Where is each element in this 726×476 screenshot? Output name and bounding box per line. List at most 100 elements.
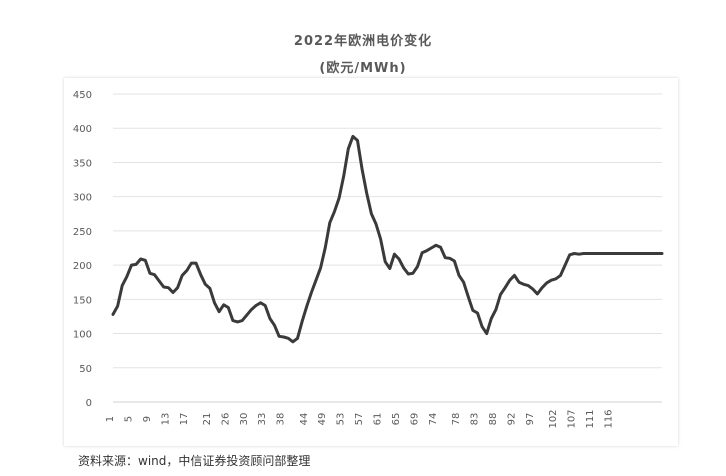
y-tick-label: 350 <box>73 158 92 169</box>
x-tick-label: 1 <box>105 416 116 422</box>
chart-subtitle: (欧元/MWh) <box>319 61 407 76</box>
data-point <box>541 286 543 288</box>
x-tick-label: 57 <box>354 413 365 426</box>
data-point <box>190 262 192 264</box>
data-point <box>296 337 298 339</box>
x-tick-label: 61 <box>373 413 384 426</box>
data-point <box>624 252 626 254</box>
data-point <box>370 213 372 215</box>
data-point <box>513 274 515 276</box>
data-point <box>652 252 654 254</box>
data-point <box>347 148 349 150</box>
data-point <box>582 252 584 254</box>
data-point <box>121 284 123 286</box>
chart-title: 2022年欧洲电价变化 <box>293 34 433 49</box>
data-point <box>527 284 529 286</box>
data-point <box>472 309 474 311</box>
y-tick-label: 150 <box>73 295 92 306</box>
data-point <box>375 223 377 225</box>
data-point <box>596 252 598 254</box>
x-tick-label: 88 <box>488 413 499 426</box>
data-point <box>153 273 155 275</box>
data-point <box>135 263 137 265</box>
data-point <box>485 332 487 334</box>
data-point <box>204 283 206 285</box>
data-point <box>181 274 183 276</box>
data-point <box>213 302 215 304</box>
data-point <box>241 319 243 321</box>
data-point <box>619 252 621 254</box>
data-point <box>638 252 640 254</box>
data-point <box>379 238 381 240</box>
x-tick-label: 17 <box>179 413 190 426</box>
data-point <box>605 252 607 254</box>
data-point <box>522 283 524 285</box>
y-tick-label: 200 <box>73 261 92 272</box>
x-tick-label: 26 <box>220 413 231 426</box>
data-point <box>172 291 174 293</box>
data-point <box>569 254 571 256</box>
data-point <box>536 293 538 295</box>
data-point <box>610 252 612 254</box>
series-line-0 <box>111 134 664 344</box>
data-point <box>555 278 557 280</box>
data-point <box>195 262 197 264</box>
data-point <box>550 279 552 281</box>
data-point <box>342 175 344 177</box>
x-tick-label: 116 <box>603 409 614 428</box>
data-point <box>366 192 368 194</box>
data-point <box>462 281 464 283</box>
x-tick-label: 38 <box>276 413 287 426</box>
line-chart: 0 50 100 150 200 250 300 350 400 450 1 5 9 13 17 21 26 30… <box>73 90 664 429</box>
data-point <box>398 258 400 260</box>
data-point <box>453 260 455 262</box>
data-point <box>490 317 492 319</box>
data-point <box>421 252 423 254</box>
data-point <box>499 293 501 295</box>
data-point <box>209 287 211 289</box>
data-point <box>287 337 289 339</box>
data-point <box>186 269 188 271</box>
data-point <box>282 336 284 338</box>
data-point <box>495 308 497 310</box>
data-point <box>149 272 151 274</box>
x-tick-label: 92 <box>506 413 517 426</box>
data-point <box>559 274 561 276</box>
y-tick-label: 250 <box>73 227 92 238</box>
data-point <box>629 252 631 254</box>
data-point <box>573 252 575 254</box>
x-tick-label: 69 <box>409 413 420 426</box>
x-tick-label: 107 <box>566 409 577 428</box>
data-point <box>661 252 663 254</box>
x-tick-label: 97 <box>525 413 536 426</box>
data-point <box>564 264 566 266</box>
data-point <box>407 273 409 275</box>
data-point <box>444 256 446 258</box>
data-point <box>236 321 238 323</box>
y-tick-label: 100 <box>73 330 92 341</box>
data-point <box>642 252 644 254</box>
data-point <box>647 252 649 254</box>
data-point <box>292 341 294 343</box>
data-point <box>426 250 428 252</box>
data-point <box>112 313 114 315</box>
data-point <box>158 280 160 282</box>
data-point <box>126 276 128 278</box>
data-point <box>269 317 271 319</box>
data-point <box>476 312 478 314</box>
y-tick-label: 400 <box>73 124 92 135</box>
data-point <box>130 264 132 266</box>
x-tick-label: 65 <box>391 413 402 426</box>
data-point <box>518 281 520 283</box>
data-point <box>449 257 451 259</box>
data-point <box>587 252 589 254</box>
data-point <box>199 273 201 275</box>
data-point <box>601 252 603 254</box>
y-tick-label: 50 <box>79 364 92 375</box>
data-point <box>116 305 118 307</box>
data-point <box>389 267 391 269</box>
data-point <box>232 319 234 321</box>
data-point <box>481 326 483 328</box>
x-tick-label: 74 <box>428 413 439 426</box>
data-point <box>532 288 534 290</box>
